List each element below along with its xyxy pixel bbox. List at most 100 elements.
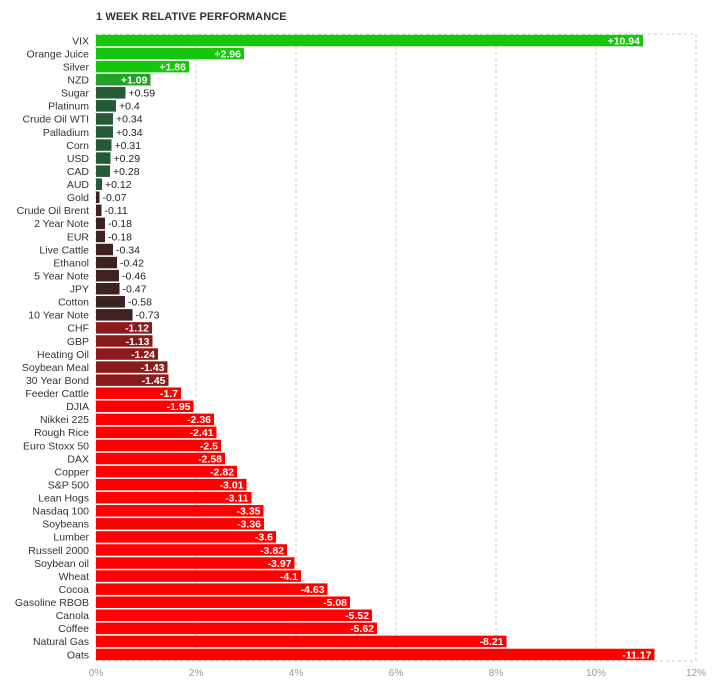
bar (96, 309, 133, 321)
category-label: Live Cattle (39, 244, 89, 256)
x-tick-label: 6% (389, 668, 404, 679)
category-label: Orange Juice (27, 48, 90, 60)
bar (96, 426, 217, 439)
value-label: -0.11 (105, 205, 128, 217)
value-label: -0.47 (123, 284, 147, 296)
x-tick-label: 10% (586, 668, 606, 679)
bar (96, 204, 102, 217)
value-label: -3.36 (237, 519, 261, 531)
value-label: -3.6 (255, 532, 273, 544)
x-tick-label: 2% (189, 668, 204, 679)
bar (96, 113, 113, 125)
value-label: -2.82 (210, 466, 234, 478)
bar (96, 152, 111, 164)
label-layer: VIX +10.94 Orange Juice +2.96 Silver +1.86 NZD… (15, 35, 652, 661)
value-label: -2.36 (187, 414, 211, 426)
value-label: -0.34 (116, 244, 140, 256)
value-label: -2.58 (198, 453, 222, 465)
value-label: -8.21 (480, 636, 504, 648)
category-label: JPY (70, 284, 89, 296)
category-label: Silver (63, 61, 90, 73)
bar (96, 243, 113, 256)
value-label: -3.82 (260, 545, 284, 557)
x-tick-label: 0% (89, 668, 104, 679)
value-label: -0.58 (128, 297, 152, 309)
category-label: Wheat (59, 571, 89, 583)
category-label: Crude Oil WTI (22, 114, 89, 126)
value-label: -1.12 (125, 323, 149, 335)
value-label: -0.42 (120, 257, 144, 269)
bar (96, 361, 168, 373)
bar (96, 465, 237, 478)
bar-layer (96, 34, 655, 661)
bar (96, 230, 105, 243)
value-label: -5.08 (323, 597, 347, 609)
category-label: GBP (67, 336, 89, 348)
category-label: Lean Hogs (38, 493, 89, 505)
category-label: DJIA (66, 401, 89, 413)
bar (96, 191, 100, 204)
value-label: -3.97 (268, 558, 292, 570)
x-tick-label: 12% (686, 668, 706, 679)
bar (96, 282, 120, 295)
category-label: Euro Stoxx 50 (23, 440, 89, 452)
value-label: -0.46 (122, 270, 146, 282)
value-label: +0.34 (116, 127, 143, 139)
category-label: Copper (55, 466, 90, 478)
bar (96, 296, 125, 308)
bar (96, 413, 214, 426)
category-label: Rough Rice (34, 427, 89, 439)
bar (96, 60, 189, 73)
category-label: Heating Oil (37, 349, 89, 361)
value-label: +0.12 (105, 179, 132, 191)
category-label: Russell 2000 (28, 545, 89, 557)
category-label: Soybean Meal (22, 362, 89, 374)
category-label: Lumber (53, 532, 89, 544)
category-label: CHF (67, 323, 89, 335)
bar (96, 544, 287, 556)
bar (96, 491, 252, 504)
value-label: +2.96 (214, 48, 241, 60)
value-label: -5.52 (345, 610, 369, 622)
category-label: Soybean oil (34, 558, 89, 570)
category-label: Gold (67, 192, 89, 204)
bar (96, 100, 116, 112)
category-label: CAD (67, 166, 90, 178)
value-label: +0.31 (115, 140, 142, 152)
bar (96, 374, 169, 386)
bar (96, 400, 194, 413)
bar (96, 335, 153, 347)
category-label: Nikkei 225 (40, 414, 89, 426)
bar (96, 452, 225, 465)
bar (96, 570, 301, 582)
value-label: -0.18 (108, 218, 132, 230)
category-label: Nasdaq 100 (32, 506, 89, 518)
bar (96, 47, 244, 60)
value-label: +0.59 (129, 88, 156, 100)
value-label: -1.7 (160, 388, 178, 400)
category-label: DAX (67, 453, 89, 465)
bar (96, 178, 102, 190)
value-label: -4.63 (301, 584, 325, 596)
value-label: -11.17 (622, 649, 651, 661)
x-tick-label: 4% (289, 668, 304, 679)
value-label: -4.1 (280, 571, 298, 583)
bar (96, 34, 643, 47)
category-label: Cotton (58, 297, 89, 309)
value-label: -0.73 (136, 310, 160, 322)
tick-layer: 0% 2% 4% 6% 8% 10% 12% (89, 668, 706, 679)
bar (96, 635, 507, 648)
category-label: Platinum (48, 101, 89, 113)
bar (96, 583, 328, 595)
category-label: Canola (56, 610, 89, 622)
category-label: Natural Gas (33, 636, 89, 648)
value-label: -2.5 (200, 440, 218, 452)
category-label: EUR (67, 231, 90, 243)
category-label: Feeder Cattle (25, 388, 89, 400)
value-label: -1.13 (126, 336, 150, 348)
category-label: Palladium (43, 127, 89, 139)
bar (96, 139, 112, 151)
value-label: -1.24 (131, 349, 155, 361)
value-label: -1.95 (167, 401, 191, 413)
